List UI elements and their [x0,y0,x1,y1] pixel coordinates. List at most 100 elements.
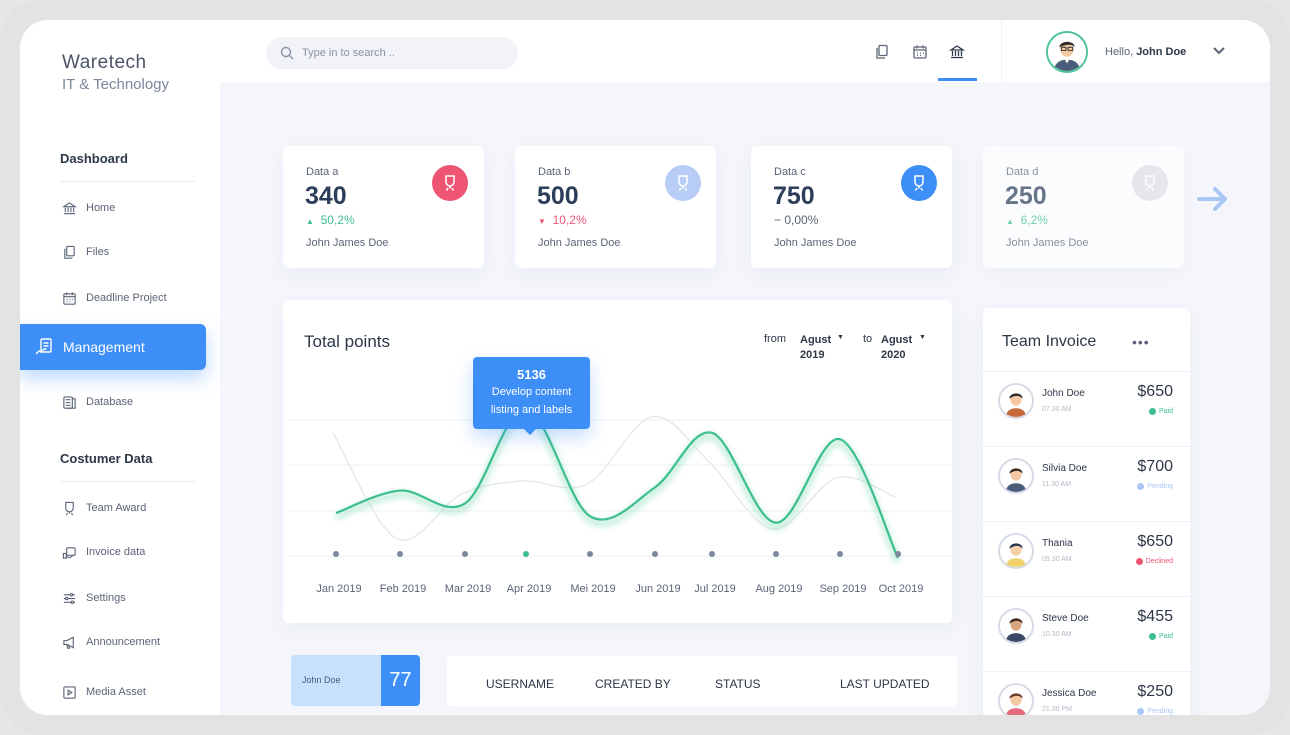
trend-up-icon: ▲ [306,217,314,226]
stat-card-data-c[interactable]: Data c 750 − 0,00% John James Doe [751,146,952,268]
award-icon [65,501,74,515]
chevron-down-icon[interactable] [1212,46,1226,56]
stat-change-value: 0,00% [784,213,819,227]
invoice-row[interactable]: John Doe 07.30 AM $650 Paid [983,371,1190,446]
from-dropdown[interactable]: Agust 2019 [800,333,852,363]
x-axis-point[interactable] [837,551,843,557]
to-dropdown[interactable]: Agust 2020 [881,333,933,363]
column-header-created-by[interactable]: CREATED BY [595,677,671,691]
files-icon[interactable] [874,44,890,60]
x-axis-point[interactable] [333,551,339,557]
status-text: Pending [1147,483,1173,490]
sidebar-item-invoice-data[interactable]: Invoice data [62,542,145,562]
stat-change-value: 50,2% [320,213,355,227]
invoice-status: Declined [1135,558,1173,565]
stat-value: 340 [305,182,347,210]
series-line-glow [334,409,902,564]
x-axis-point[interactable] [587,551,593,557]
column-header-last-updated[interactable]: LAST UPDATED [840,677,930,691]
stat-label: Data c [774,166,806,178]
section-divider [60,181,195,182]
invoice-row[interactable]: Jessica Doe 21.30 PM $250 Pending [983,671,1190,715]
x-axis-point[interactable] [652,551,658,557]
header-divider [1001,20,1002,82]
x-axis-tick-label: Jun 2019 [635,583,681,595]
stat-card-data-b[interactable]: Data b 500 ▼ 10,2% John James Doe [515,146,716,268]
bank-icon [62,201,77,214]
line-chart [288,403,952,564]
stat-change-value: 10,2% [552,213,587,227]
x-axis-point[interactable] [462,551,468,557]
invoice-user-name: John Doe [1042,388,1085,399]
more-options-icon[interactable]: ••• [1132,334,1150,350]
avatar [998,383,1034,419]
sidebar-item-home[interactable]: Home [62,198,115,218]
x-axis-point[interactable] [397,551,403,557]
x-axis-point[interactable] [523,551,529,557]
section-title-costumer-data: Costumer Data [60,451,153,466]
stat-owner: John James Doe [306,237,389,249]
award-badge [1132,165,1168,201]
tooltip-text: Develop content listing and labels [490,386,573,416]
award-badge [432,165,468,201]
status-text: Paid [1158,633,1173,640]
stat-change: ▲ 6,2% [1006,213,1048,227]
user-avatar-icon [1000,610,1032,642]
x-axis-point[interactable] [773,551,779,557]
stat-change: ▲ 50,2% [306,213,355,227]
arrow-right-icon[interactable] [1195,184,1231,214]
to-range: to [863,333,872,345]
sidebar-item-deadline-project[interactable]: Deadline Project [62,288,167,308]
x-axis-point[interactable] [709,551,715,557]
invoice-amount: $700 [1137,458,1173,475]
invoice-time: 10.30 AM [1042,631,1072,638]
invoice-status: Paid [1148,633,1173,640]
search-box[interactable] [266,37,518,69]
invoice-status: Pending [1137,708,1173,715]
caret-down-icon[interactable]: ▼ [919,334,926,341]
caret-down-icon[interactable]: ▼ [837,334,844,341]
search-input[interactable] [302,47,492,59]
sidebar-item-label: Management [63,339,145,355]
sidebar-item-media-asset[interactable]: Media Asset [62,682,146,702]
invoice-row[interactable]: Steve Doe 10.30 AM $455 Paid [983,596,1190,671]
user-greeting: Hello, John Doe [1105,46,1186,58]
column-header-username[interactable]: USERNAME [486,677,555,691]
mini-user-count: 77 [381,655,420,706]
stat-label: Data d [1006,166,1039,178]
x-axis-point[interactable] [895,551,901,557]
series-line-main [335,408,899,559]
sidebar-item-announcement[interactable]: Announcement [62,632,160,652]
calendar-icon [63,291,76,305]
stat-owner: John James Doe [1006,237,1089,249]
sidebar-item-team-award[interactable]: Team Award [62,498,146,518]
x-axis-tick-label: Sep 2019 [819,583,867,595]
calendar-icon[interactable] [912,44,928,60]
trend-up-icon: ▲ [1006,217,1014,226]
brand-subtitle: IT & Technology [62,76,170,93]
x-axis-tick-label: Apr 2019 [506,583,552,595]
stat-card-data-a[interactable]: Data a 340 ▲ 50,2% John James Doe [283,146,484,268]
chart-title: Total points [304,332,390,351]
sidebar-item-database[interactable]: Database [62,392,133,412]
stat-change: ▼ 10,2% [538,213,587,227]
sidebar-item-settings[interactable]: Settings [62,588,126,608]
status-text: Declined [1145,558,1173,565]
user-avatar-icon [1048,33,1086,71]
chart-tooltip: 5136 Develop content listing and labels [473,357,590,435]
invoice-row[interactable]: Silvia Doe 11.30 AM $700 Pending [983,446,1190,521]
bank-icon[interactable] [949,44,965,60]
sidebar-item-management[interactable]: Management [20,324,206,370]
stat-card-data-d[interactable]: Data d 250 ▲ 6,2% John James Doe [983,146,1184,268]
stat-change-value: 6,2% [1020,213,1048,227]
status-dot-icon [1135,558,1143,565]
brand-name: Waretech [62,52,147,73]
column-header-status[interactable]: STATUS [715,677,761,691]
sidebar-item-label: Deadline Project [86,292,167,304]
mini-user-card[interactable]: John Doe [291,655,381,706]
sidebar-item-files[interactable]: Files [62,242,109,262]
database-icon [63,395,76,409]
status-dot-icon [1148,633,1156,640]
invoice-row[interactable]: Thania 09.30 AM $650 Declined [983,521,1190,596]
avatar[interactable] [1046,31,1088,73]
